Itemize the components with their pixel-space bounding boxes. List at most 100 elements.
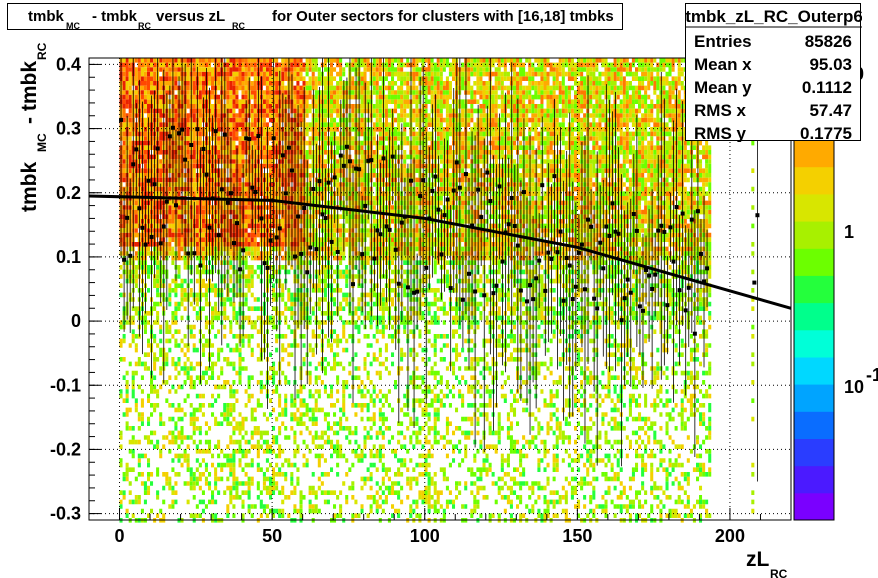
profile-point <box>280 153 285 158</box>
profile-point <box>491 291 496 296</box>
profile-point <box>570 297 575 302</box>
profile-point <box>479 215 484 220</box>
stats-name: tmbk_zL_RC_Outerp6 <box>686 7 862 26</box>
profile-point <box>558 229 563 234</box>
palette-swatch <box>794 384 834 412</box>
profile-point <box>329 239 334 244</box>
profile-point <box>659 223 664 228</box>
profile-point <box>640 308 645 313</box>
profile-point <box>259 216 264 221</box>
title-part-b: - tmbk <box>92 8 138 25</box>
profile-point <box>579 242 584 247</box>
x-tick-label: 0 <box>115 526 125 546</box>
profile-point <box>433 174 438 179</box>
profile-point <box>347 159 352 164</box>
profile-point <box>470 223 475 228</box>
profile-point <box>256 134 261 139</box>
title-part-c: versus zL <box>156 8 225 25</box>
profile-point <box>582 287 587 292</box>
profile-point <box>451 188 456 193</box>
profile-point <box>161 224 166 229</box>
profile-point <box>662 229 667 234</box>
profile-point <box>357 167 362 172</box>
y-axis-label: tmbk MC - tmbk RC <box>18 42 49 212</box>
profile-point <box>656 228 661 233</box>
profile-point <box>326 180 331 185</box>
profile-point <box>198 263 203 268</box>
profile-point <box>616 231 621 236</box>
title-part-a-sub: MC <box>66 21 80 31</box>
profile-point <box>476 187 481 192</box>
profile-point <box>293 254 298 259</box>
profile-point <box>265 265 270 270</box>
profile-point <box>705 266 710 271</box>
profile-point <box>381 156 386 161</box>
profile-point <box>755 213 760 218</box>
profile-point <box>613 229 618 234</box>
profile-point <box>424 265 429 270</box>
profile-point <box>177 131 182 136</box>
profile-point <box>152 182 157 187</box>
profile-point <box>518 288 523 293</box>
profile-point <box>207 225 212 230</box>
profile-point <box>686 285 691 290</box>
profile-point <box>274 235 279 240</box>
profile-point <box>173 203 178 208</box>
profile-point <box>268 238 273 243</box>
profile-point <box>598 240 603 245</box>
palette-swatch <box>794 411 834 439</box>
profile-points <box>119 58 760 482</box>
profile-point <box>586 217 591 222</box>
profile-point <box>473 289 478 294</box>
profile-point <box>195 127 200 132</box>
profile-point <box>222 132 227 137</box>
profile-point <box>537 258 542 263</box>
profile-point <box>286 145 291 150</box>
profile-point <box>567 263 572 268</box>
profile-point <box>137 206 142 211</box>
profile-point <box>363 203 368 208</box>
stats-value: 0.1112 <box>802 78 852 97</box>
profile-point <box>372 256 377 261</box>
stats-value: 95.03 <box>809 55 852 74</box>
profile-point <box>415 289 420 294</box>
profile-point <box>344 144 349 149</box>
profile-point <box>549 256 554 261</box>
profile-point <box>528 283 533 288</box>
profile-point <box>241 248 246 253</box>
stats-label: RMS x <box>694 101 747 120</box>
profile-point <box>228 191 233 196</box>
profile-point <box>216 233 221 238</box>
profile-point <box>466 271 471 276</box>
profile-point <box>448 286 453 291</box>
profile-point <box>387 227 392 232</box>
profile-point <box>341 163 346 168</box>
profile-point <box>439 252 444 257</box>
y-tick-label: 0.4 <box>56 54 81 74</box>
profile-point <box>546 250 551 255</box>
profile-point <box>247 137 252 142</box>
profile-point <box>302 206 307 211</box>
profile-point <box>384 224 389 229</box>
palette-swatch <box>794 139 834 168</box>
profile-point <box>277 226 282 231</box>
profile-point <box>338 153 343 158</box>
palette-swatch <box>794 193 834 222</box>
profile-point <box>644 267 649 272</box>
profile-point <box>311 186 316 191</box>
palette-swatch <box>794 465 834 494</box>
stats-box: tmbk_zL_RC_Outerp6 Entries 85826 Mean x 95.… <box>685 3 863 143</box>
heatmap-cell-group <box>119 58 755 523</box>
profile-point <box>323 216 328 221</box>
profile-point <box>445 197 450 202</box>
profile-point <box>482 293 487 298</box>
profile-point <box>128 253 133 258</box>
profile-point <box>430 188 435 193</box>
profile-point <box>134 147 139 152</box>
profile-point <box>457 185 462 190</box>
profile-point <box>509 195 514 200</box>
profile-point <box>695 209 700 214</box>
profile-point <box>332 175 337 180</box>
x-tick-label: 200 <box>715 526 745 546</box>
svg-text:RC: RC <box>35 42 49 60</box>
